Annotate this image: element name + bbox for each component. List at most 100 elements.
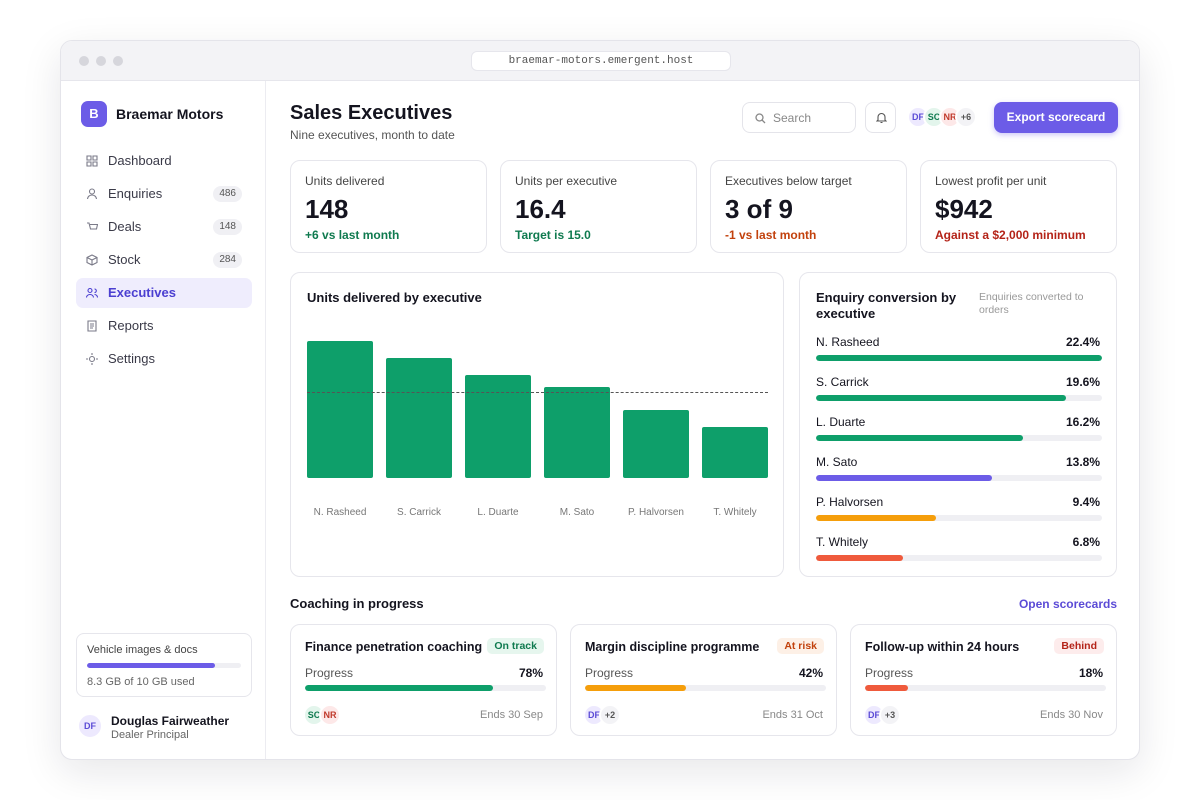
bar-track xyxy=(816,555,1102,561)
user-avatar: DF xyxy=(77,713,103,739)
nav-item[interactable]: Reports xyxy=(76,311,252,341)
nav-label: Settings xyxy=(108,351,155,366)
value-label: 9.4% xyxy=(1072,495,1100,509)
x-tick-label: N. Rasheed xyxy=(313,507,367,518)
kpi-card: Units per executive 16.4 Target is 15.0 xyxy=(500,160,697,253)
row-label: L. Duarte xyxy=(816,415,866,429)
progress-value: 78% xyxy=(518,666,543,680)
kpi-value: 148 xyxy=(305,194,349,224)
brand-logo: B xyxy=(81,101,107,127)
bar-chart-card: Units delivered by executive N. Rasheed S.… xyxy=(290,272,784,577)
window-dot xyxy=(96,56,106,66)
nav-icon xyxy=(86,353,98,365)
bar xyxy=(544,386,610,478)
end-date: Ends 30 Nov xyxy=(1040,709,1103,721)
chart-title: Enquiry conversion by executive xyxy=(816,290,957,321)
avatar: NR xyxy=(319,704,341,726)
bar-track xyxy=(816,435,1102,441)
bar-track xyxy=(816,395,1102,401)
bar xyxy=(386,358,452,478)
nav-icon xyxy=(87,222,98,230)
row-label: S. Carrick xyxy=(816,375,869,389)
nav-item[interactable]: Settings xyxy=(76,344,252,374)
progress-label: Progress xyxy=(865,666,914,680)
kpi-label: Lowest profit per unit xyxy=(935,174,1047,188)
kpi-card: Lowest profit per unit $942 Against a $2,0… xyxy=(920,160,1117,253)
value-label: 16.2% xyxy=(1065,415,1100,429)
search-placeholder: Search xyxy=(773,111,812,125)
coaching-title: Coaching in progress xyxy=(290,596,424,611)
export-button[interactable]: Export scorecard xyxy=(994,102,1118,133)
open-scorecards-link[interactable]: Open scorecards xyxy=(1018,597,1117,611)
bar xyxy=(307,341,373,478)
progress-fill xyxy=(865,685,909,691)
x-tick-label: L. Duarte xyxy=(477,507,519,518)
nav-label: Deals xyxy=(108,219,142,234)
x-tick-label: T. Whitely xyxy=(713,507,757,518)
target-line xyxy=(307,392,768,394)
nav-item[interactable]: Enquiries 486 xyxy=(76,179,252,209)
title-bar: braemar-motors.emergent.host xyxy=(61,41,1139,81)
kpi-note: +6 vs last month xyxy=(305,228,400,242)
nav-item[interactable]: Stock 284 xyxy=(76,245,252,275)
card-avatars: DF +2 xyxy=(583,704,621,726)
end-date: Ends 31 Oct xyxy=(762,709,823,721)
kpi-card: Units delivered 148 +6 vs last month xyxy=(290,160,487,253)
nav-icon xyxy=(86,188,98,200)
bar xyxy=(465,375,531,478)
bar xyxy=(702,426,768,478)
user-name: Douglas Fairweather xyxy=(111,714,230,728)
nav-item[interactable]: Executives xyxy=(76,278,252,308)
nav-item[interactable]: Deals 148 xyxy=(76,212,252,242)
nav-count: 486 xyxy=(213,186,242,202)
nav-item[interactable]: Dashboard xyxy=(76,146,252,176)
nav-label: Reports xyxy=(108,318,154,333)
nav-count: 148 xyxy=(213,219,242,235)
card-title: Finance penetration coaching xyxy=(305,640,483,654)
chart-title: Units delivered by executive xyxy=(307,290,482,305)
bell-icon xyxy=(876,112,887,124)
page-title: Sales Executives xyxy=(290,102,453,124)
kpi-value: 16.4 xyxy=(515,194,566,224)
status-pill: At risk xyxy=(777,638,824,654)
kpi-note: Against a $2,000 minimum xyxy=(935,228,1086,242)
kpi-value: 3 of 9 xyxy=(725,194,793,224)
nav-icon xyxy=(87,320,97,332)
window-dot xyxy=(79,56,89,66)
progress-value: 18% xyxy=(1078,666,1103,680)
value-label: 13.8% xyxy=(1065,455,1100,469)
x-tick-label: S. Carrick xyxy=(397,507,441,518)
url-bar[interactable]: braemar-motors.emergent.host xyxy=(471,51,731,71)
end-date: Ends 30 Sep xyxy=(480,709,543,721)
page-subtitle: Nine executives, month to date xyxy=(290,128,455,142)
header-avatars: DF SC NR +6 xyxy=(907,106,977,128)
kpi-card: Executives below target 3 of 9 -1 vs last … xyxy=(710,160,907,253)
chart-subtitle: Enquiries converted to orders xyxy=(979,291,1084,316)
bar xyxy=(816,355,1102,361)
row-label: M. Sato xyxy=(816,455,858,469)
bar xyxy=(816,515,937,521)
nav-icon xyxy=(86,287,98,298)
storage-fill xyxy=(87,663,215,668)
conversion-card: Enquiry conversion by executive Enquiries… xyxy=(799,272,1117,577)
storage-label: Vehicle images & docs xyxy=(87,644,198,656)
row-label: N. Rasheed xyxy=(816,335,880,349)
nav-count: 284 xyxy=(213,252,242,268)
avatar-more: +2 xyxy=(599,704,621,726)
bar xyxy=(816,435,1023,441)
avatar-more: +3 xyxy=(879,704,901,726)
nav-icon xyxy=(86,254,98,266)
row-label: P. Halvorsen xyxy=(816,495,884,509)
progress-track xyxy=(585,685,826,691)
nav-label: Stock xyxy=(108,252,141,267)
search-box[interactable]: Search xyxy=(742,102,856,133)
status-pill: Behind xyxy=(1054,638,1104,654)
kpi-note: Target is 15.0 xyxy=(515,228,591,242)
bell-button[interactable] xyxy=(865,102,896,133)
brand-name: Braemar Motors xyxy=(116,106,224,122)
value-label: 19.6% xyxy=(1065,375,1100,389)
card-title: Follow-up within 24 hours xyxy=(865,640,1020,654)
coaching-card: Margin discipline programme At risk Progre… xyxy=(570,624,837,736)
progress-value: 42% xyxy=(798,666,823,680)
user-role: Dealer Principal xyxy=(111,729,189,741)
